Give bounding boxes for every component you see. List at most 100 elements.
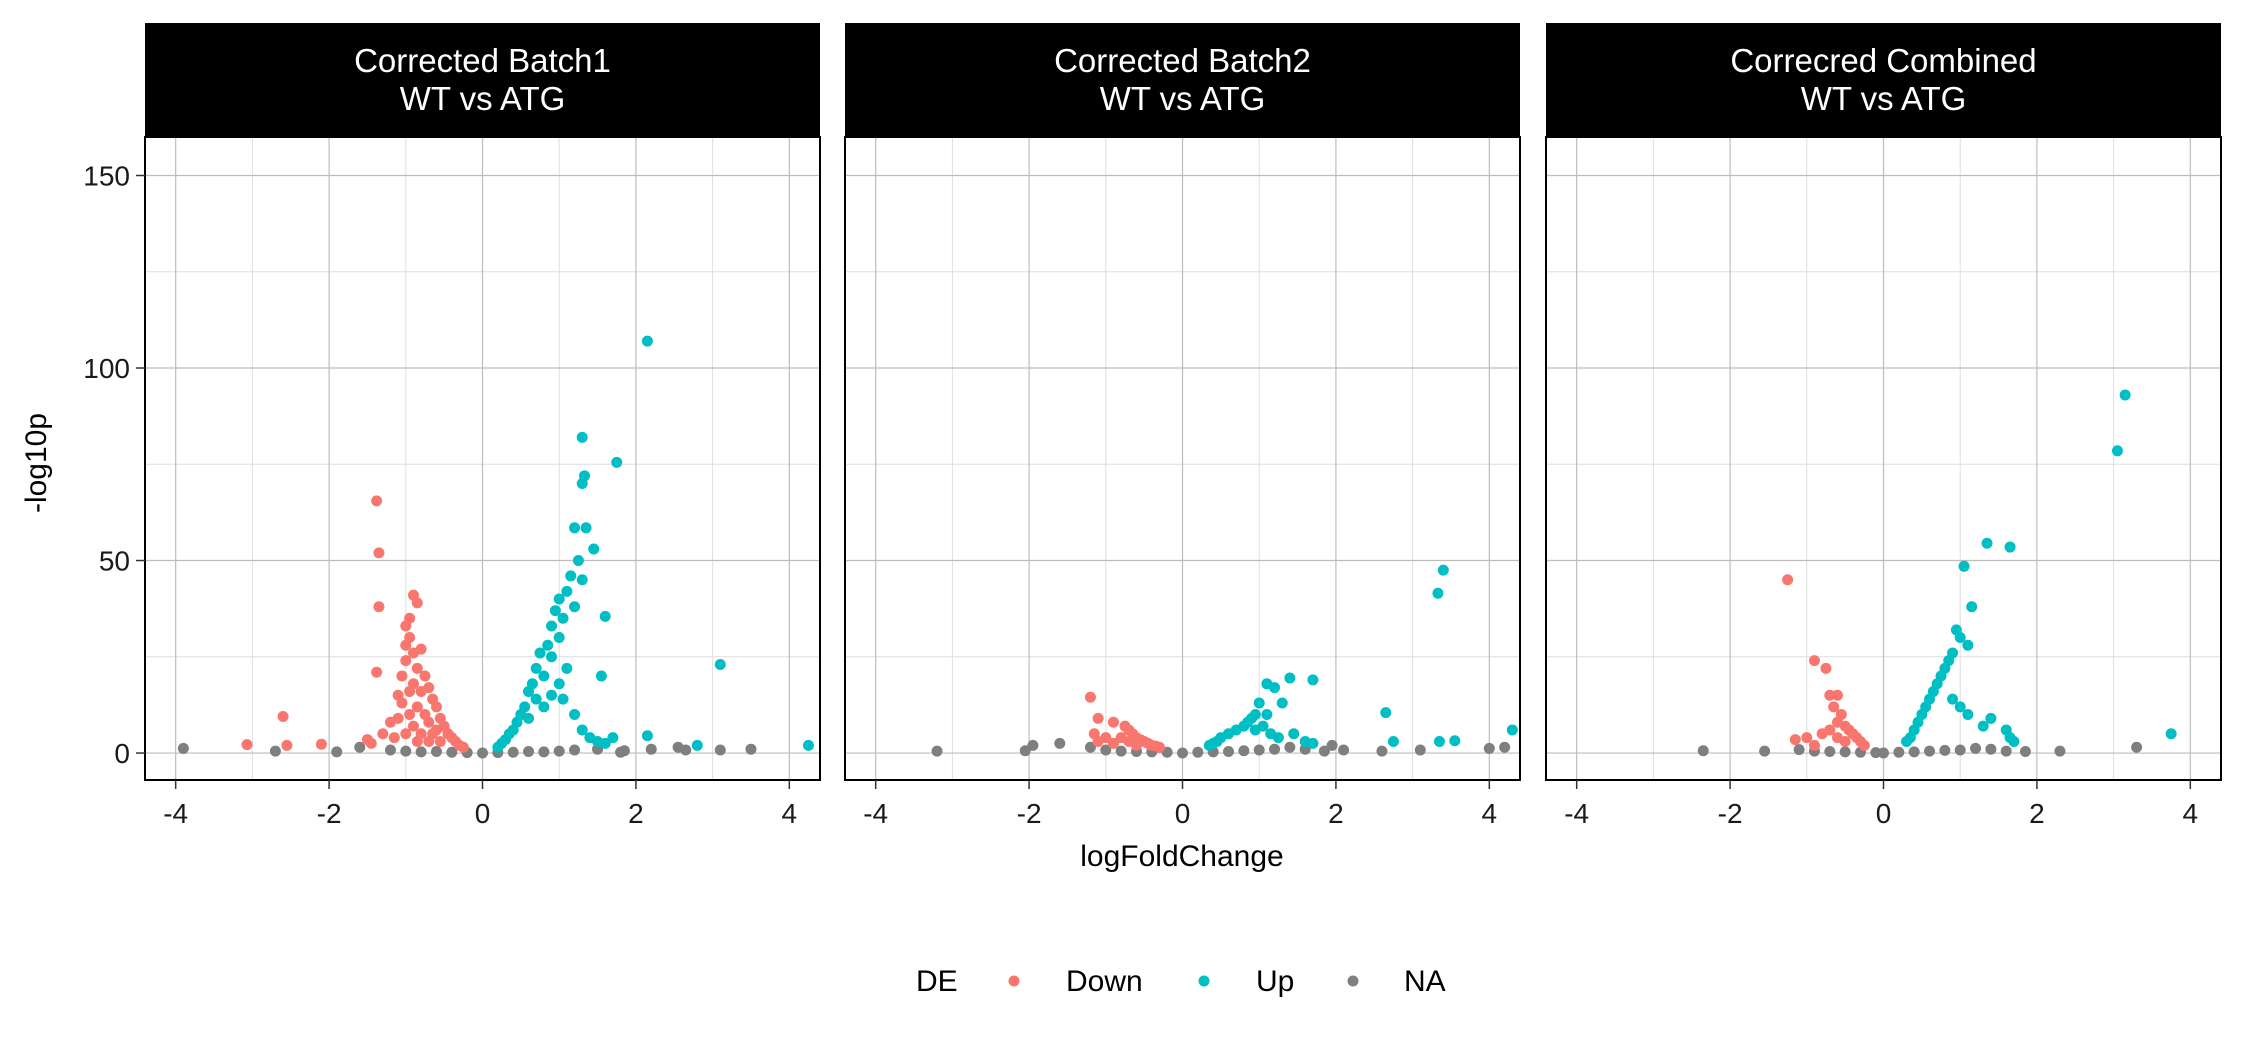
facet-strip [845, 23, 1520, 137]
data-point-down [388, 732, 400, 744]
legend-key-up [1198, 975, 1210, 987]
data-point-down [427, 728, 439, 740]
data-point-up [1449, 735, 1461, 747]
data-point-up [561, 662, 573, 674]
x-tick-label: 0 [475, 798, 491, 829]
data-point-down [423, 716, 435, 728]
y-tick-label: 0 [114, 738, 130, 769]
data-point-down [1107, 716, 1119, 728]
series-down [1782, 574, 1870, 751]
data-point-down [404, 709, 416, 721]
data-point-up [569, 522, 581, 534]
data-point-na [331, 746, 343, 758]
series-up [492, 335, 814, 753]
data-point-na [384, 744, 396, 756]
data-point-up [2165, 728, 2177, 740]
data-point-na [1893, 746, 1905, 758]
data-point-na [1697, 745, 1709, 757]
data-point-up [1276, 697, 1288, 709]
data-point-up [523, 685, 535, 697]
data-point-up [1269, 682, 1281, 694]
x-tick-label: -4 [163, 798, 188, 829]
data-point-down [1839, 735, 1851, 747]
data-point-up [2004, 541, 2016, 553]
data-point-na [1269, 743, 1281, 755]
legend-label-down: Down [1066, 965, 1143, 998]
data-point-na [569, 744, 581, 756]
data-point-up [1433, 735, 1445, 747]
data-point-down [1801, 732, 1813, 744]
data-point-up [530, 693, 542, 705]
data-point-up [2008, 735, 2020, 747]
data-point-na [1019, 745, 1031, 757]
data-point-na [1924, 745, 1936, 757]
data-point-up [542, 639, 554, 651]
data-point-na [1284, 741, 1296, 753]
data-point-up [530, 662, 542, 674]
data-point-up [557, 693, 569, 705]
data-point-up [2111, 445, 2123, 457]
x-tick-label: 2 [2029, 798, 2045, 829]
data-point-up [1437, 564, 1449, 576]
data-point-na [1238, 745, 1250, 757]
data-point-down [1831, 689, 1843, 701]
data-point-na [553, 745, 565, 757]
series-na [1697, 741, 2143, 759]
data-point-na [1192, 746, 1204, 758]
data-point-down [373, 547, 385, 559]
data-point-na [645, 743, 657, 755]
data-point-up [1947, 693, 1959, 705]
data-point-up [1958, 560, 1970, 572]
data-point-up [569, 601, 581, 613]
y-tick-label: 150 [83, 161, 130, 192]
data-point-na [430, 746, 442, 758]
data-point-up [1962, 709, 1974, 721]
data-point-down [400, 655, 412, 667]
legend-label-na: NA [1404, 965, 1446, 998]
data-point-down [371, 666, 383, 678]
data-point-down [277, 710, 289, 722]
x-tick-label: 0 [1876, 798, 1892, 829]
data-point-down [423, 682, 435, 694]
data-point-down [315, 738, 327, 750]
data-point-na [714, 744, 726, 756]
data-point-na [2000, 745, 2012, 757]
data-point-up [1307, 737, 1319, 749]
data-point-na [1824, 746, 1836, 758]
data-point-up [1284, 672, 1296, 684]
data-point-up [576, 478, 588, 490]
data-point-down [1084, 691, 1096, 703]
shared-axes: logFoldChange -log10p [20, 413, 1284, 873]
facet-title-line1: Corrected Batch2 [1054, 42, 1311, 79]
data-point-down [457, 741, 469, 753]
data-point-na [400, 745, 412, 757]
data-point-na [1376, 745, 1388, 757]
data-point-na [1908, 746, 1920, 758]
data-point-up [1977, 720, 1989, 732]
data-point-na [1839, 746, 1851, 758]
data-point-na [1100, 744, 1112, 756]
data-point-down [404, 685, 416, 697]
data-point-up [1272, 732, 1284, 744]
legend-label-up: Up [1256, 965, 1294, 998]
x-tick-label: 0 [1175, 798, 1191, 829]
data-point-down [1828, 701, 1840, 713]
data-point-na [1299, 743, 1311, 755]
data-point-na [415, 746, 427, 758]
data-point-up [611, 456, 623, 468]
data-point-up [714, 658, 726, 670]
legend-title: DE [916, 965, 958, 998]
data-point-down [407, 720, 419, 732]
data-point-up [538, 701, 550, 713]
data-point-up [599, 737, 611, 749]
series-up [1901, 389, 2177, 747]
data-point-up [1901, 735, 1913, 747]
data-point-na [354, 741, 366, 753]
data-point-na [1970, 742, 1982, 754]
data-point-up [1985, 712, 1997, 724]
data-point-up [572, 555, 584, 567]
data-point-na [538, 746, 550, 758]
